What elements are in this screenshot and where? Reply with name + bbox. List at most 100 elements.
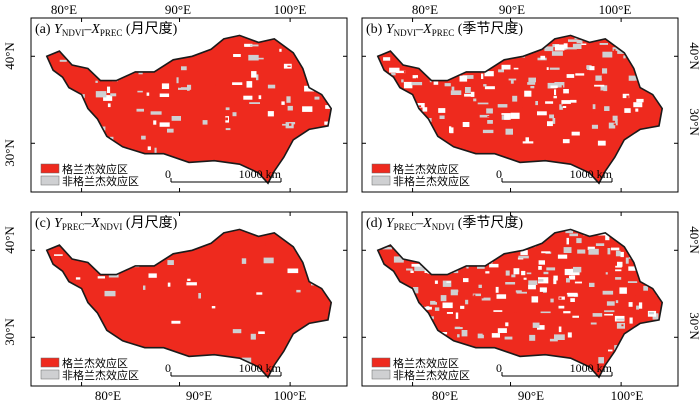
noncausal-patch bbox=[539, 287, 547, 292]
causal-speck bbox=[283, 138, 285, 142]
causal-speck bbox=[234, 103, 238, 105]
causal-speck bbox=[146, 300, 149, 304]
causal-speck bbox=[588, 112, 592, 114]
noncausal-patch bbox=[638, 302, 643, 309]
noncausal-patch bbox=[485, 271, 490, 274]
noncausal-patch bbox=[267, 84, 276, 89]
noncausal-patch bbox=[576, 39, 583, 44]
noncausal-patch bbox=[558, 326, 562, 333]
noncausal-patch bbox=[279, 48, 282, 52]
causal-speck bbox=[157, 103, 160, 105]
causal-speck bbox=[613, 123, 616, 126]
noncausal-patch bbox=[546, 67, 549, 70]
noncausal-patch bbox=[627, 281, 638, 283]
noncausal-patch bbox=[531, 296, 539, 303]
causal-speck bbox=[180, 345, 184, 348]
causal-speck bbox=[650, 121, 654, 124]
noncausal-patch bbox=[619, 287, 627, 294]
causal-speck bbox=[289, 279, 291, 283]
noncausal-patch bbox=[487, 120, 493, 124]
noncausal-patch bbox=[430, 300, 437, 305]
causal-speck bbox=[559, 132, 564, 134]
noncausal-patch bbox=[250, 44, 259, 47]
noncausal-patch bbox=[251, 71, 257, 78]
noncausal-patch bbox=[233, 54, 241, 57]
noncausal-patch bbox=[450, 90, 462, 95]
noncausal-patch bbox=[167, 282, 171, 287]
causal-speck bbox=[648, 114, 651, 118]
noncausal-patch bbox=[524, 90, 532, 97]
causal-speck bbox=[621, 97, 623, 101]
noncausal-patch bbox=[541, 251, 550, 254]
causal-speck bbox=[423, 101, 425, 103]
causal-speck bbox=[624, 310, 628, 313]
noncausal-patch bbox=[523, 277, 527, 280]
causal-speck bbox=[287, 257, 292, 260]
causal-speck bbox=[309, 312, 313, 316]
noncausal-patch bbox=[589, 282, 595, 287]
left-lat-label: 40°N bbox=[2, 226, 17, 254]
noncausal-patch bbox=[464, 93, 474, 97]
causal-speck bbox=[435, 299, 439, 303]
causal-speck bbox=[418, 105, 422, 107]
causal-speck bbox=[469, 295, 472, 299]
noncausal-patch bbox=[620, 251, 624, 258]
noncausal-patch bbox=[549, 338, 558, 342]
noncausal-patch bbox=[433, 81, 439, 85]
causal-speck bbox=[482, 332, 486, 335]
noncausal-patch bbox=[510, 112, 520, 119]
causal-speck bbox=[604, 279, 609, 282]
noncausal-patch bbox=[628, 75, 638, 81]
noncausal-patch bbox=[529, 334, 536, 341]
noncausal-patch bbox=[454, 326, 463, 330]
legend-label-noncausal: 非格兰杰效应区 bbox=[62, 174, 139, 188]
causal-speck bbox=[215, 266, 218, 268]
causal-speck bbox=[244, 146, 249, 148]
causal-speck bbox=[473, 294, 476, 297]
noncausal-patch bbox=[198, 293, 201, 299]
panel-title: (b) YNDVI–XPREC (季节尺度) bbox=[366, 21, 523, 38]
noncausal-patch bbox=[567, 332, 572, 338]
noncausal-patch bbox=[580, 43, 587, 45]
noncausal-patch bbox=[484, 71, 494, 77]
noncausal-patch bbox=[587, 246, 595, 250]
noncausal-patch bbox=[615, 277, 622, 280]
causal-speck bbox=[254, 269, 258, 272]
noncausal-patch bbox=[505, 322, 509, 327]
noncausal-patch bbox=[568, 39, 578, 42]
causal-speck bbox=[581, 165, 584, 167]
causal-speck bbox=[180, 139, 183, 143]
noncausal-patch bbox=[516, 291, 527, 294]
causal-speck bbox=[423, 75, 426, 77]
noncausal-patch bbox=[186, 282, 197, 286]
noncausal-patch bbox=[571, 131, 580, 136]
causal-speck bbox=[178, 86, 181, 88]
causal-speck bbox=[603, 341, 606, 344]
causal-speck bbox=[205, 341, 209, 344]
noncausal-patch bbox=[153, 120, 157, 125]
noncausal-patch bbox=[479, 114, 490, 118]
noncausal-patch bbox=[566, 47, 577, 50]
causal-speck bbox=[225, 354, 228, 357]
noncausal-patch bbox=[615, 265, 622, 268]
noncausal-patch bbox=[225, 128, 231, 131]
legend-label-causal: 格兰杰效应区 bbox=[62, 162, 128, 176]
noncausal-patch bbox=[599, 43, 608, 45]
causal-speck bbox=[600, 90, 604, 93]
noncausal-patch bbox=[588, 248, 599, 255]
noncausal-patch bbox=[543, 271, 549, 275]
noncausal-patch bbox=[574, 281, 582, 284]
noncausal-patch bbox=[232, 329, 242, 334]
noncausal-patch bbox=[211, 306, 216, 309]
causal-speck bbox=[220, 277, 223, 281]
noncausal-patch bbox=[314, 96, 320, 100]
noncausal-patch bbox=[553, 95, 557, 99]
causal-area bbox=[377, 229, 663, 378]
noncausal-patch bbox=[549, 67, 560, 70]
causal-speck bbox=[420, 108, 423, 111]
causal-speck bbox=[247, 51, 250, 55]
causal-speck bbox=[104, 310, 106, 313]
noncausal-patch bbox=[286, 96, 291, 103]
causal-speck bbox=[268, 92, 270, 96]
